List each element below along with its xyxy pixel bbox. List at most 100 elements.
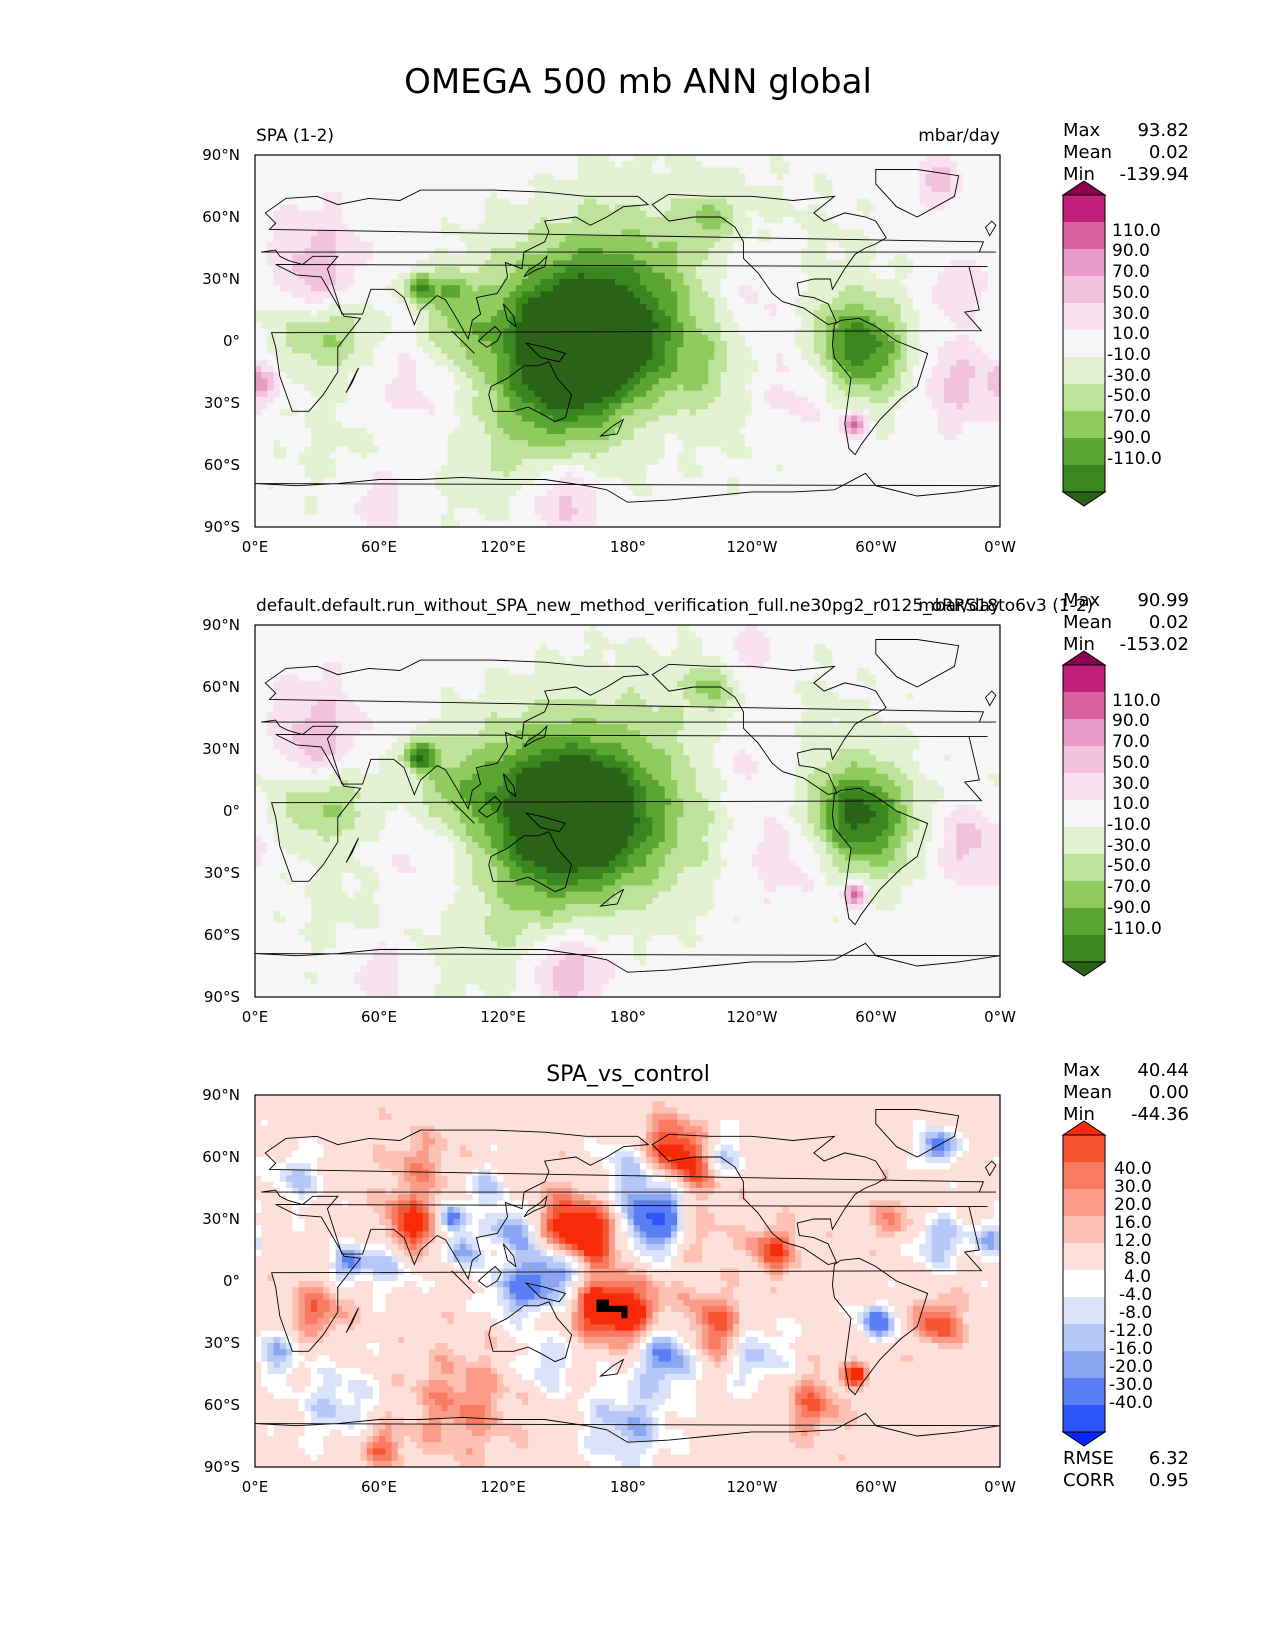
field-cell (962, 365, 970, 373)
field-cell (478, 223, 486, 230)
field-cell (931, 167, 939, 175)
field-cell (906, 167, 914, 175)
field-cell (702, 155, 709, 162)
field-cell (832, 161, 840, 168)
field-cell (801, 279, 809, 286)
field-cell (677, 359, 684, 367)
field-cell (459, 217, 467, 224)
field-cell (639, 235, 647, 243)
field-cell (906, 235, 914, 243)
field-cell (608, 179, 616, 187)
field-cell (863, 192, 871, 199)
field-cell (782, 396, 790, 404)
field-cell (410, 266, 418, 274)
field-cell (795, 378, 802, 385)
field-cell (553, 229, 560, 237)
field-cell (410, 186, 418, 193)
field-cell (639, 285, 647, 292)
field-cell (944, 248, 951, 255)
field-cell (273, 316, 281, 323)
field-cell (553, 161, 560, 168)
field-cell (621, 155, 629, 162)
field-cell (521, 210, 529, 218)
field-cell (546, 173, 554, 181)
field-cell (956, 198, 964, 206)
field-cell (335, 365, 343, 373)
field-cell (981, 303, 989, 311)
field-cell (708, 235, 716, 243)
field-cell (888, 204, 896, 212)
field-cell (602, 341, 610, 348)
field-cell (490, 322, 498, 330)
field-cell (298, 310, 306, 317)
field-cell (484, 365, 492, 373)
field-cell (472, 403, 480, 410)
field-cell (733, 161, 740, 168)
field-cell (863, 155, 871, 162)
field-cell (323, 241, 331, 249)
field-cell (813, 161, 821, 168)
field-cell (372, 285, 380, 292)
field-cell (534, 384, 542, 392)
field-cell (857, 359, 865, 367)
field-cell (304, 403, 312, 410)
field-cell (670, 390, 678, 398)
field-cell (664, 353, 672, 361)
field-cell (546, 186, 554, 193)
field-cell (956, 204, 964, 212)
field-cell (540, 378, 548, 385)
field-cell (739, 322, 747, 330)
field-cell (391, 365, 399, 373)
field-cell (490, 365, 498, 373)
field-cell (459, 266, 467, 274)
field-cell (428, 266, 436, 274)
field-cell (435, 210, 442, 218)
field-cell (310, 254, 318, 261)
field-cell (882, 217, 889, 224)
field-cell (602, 285, 610, 292)
field-cell (832, 266, 840, 274)
field-cell (646, 210, 653, 218)
field-cell (894, 347, 902, 354)
field-cell (807, 254, 815, 261)
field-cell (882, 272, 889, 280)
field-cell (372, 167, 380, 175)
field-cell (664, 210, 672, 218)
field-cell (615, 378, 622, 385)
field-cell (379, 192, 386, 199)
field-cell (608, 173, 616, 181)
field-cell (751, 173, 759, 181)
field-cell (267, 403, 275, 410)
field-cell (509, 179, 517, 187)
field-cell (540, 229, 548, 237)
field-cell (509, 248, 517, 255)
field-cell (832, 248, 840, 255)
field-cell (292, 322, 300, 330)
field-cell (782, 229, 790, 237)
field-cell (677, 409, 684, 416)
field-cell (565, 347, 573, 354)
field-cell (838, 316, 846, 323)
field-cell (683, 359, 691, 367)
field-cell (298, 223, 306, 230)
field-cell (981, 322, 989, 330)
field-cell (323, 409, 331, 416)
field-cell (366, 365, 374, 373)
field-cell (702, 409, 709, 416)
field-cell (441, 297, 449, 305)
field-cell (745, 310, 753, 317)
field-cell (708, 359, 716, 367)
field-cell (882, 285, 889, 292)
field-cell (627, 285, 635, 292)
field-cell (490, 198, 498, 206)
field-cell (584, 285, 591, 292)
field-cell (944, 204, 951, 212)
field-cell (441, 192, 449, 199)
field-cell (962, 179, 970, 187)
field-cell (534, 217, 542, 224)
field-cell (304, 316, 312, 323)
field-cell (683, 372, 691, 379)
field-cell (670, 322, 678, 330)
field-cell (360, 198, 368, 206)
field-cell (596, 285, 604, 292)
